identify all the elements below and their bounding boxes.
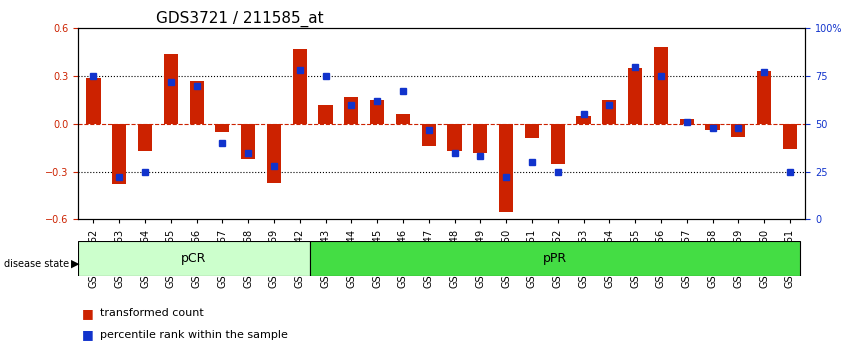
Bar [654,47,668,124]
Text: GDS3721 / 211585_at: GDS3721 / 211585_at [156,11,324,27]
Bar [731,124,746,137]
Text: pCR: pCR [181,252,207,265]
FancyBboxPatch shape [78,241,310,276]
Bar [783,124,797,149]
Bar [370,100,385,124]
Bar [293,49,307,124]
Bar [87,78,100,124]
Bar [757,71,772,124]
Bar [112,124,126,184]
Bar [680,119,694,124]
Bar [473,124,488,153]
Bar [345,97,359,124]
Bar [190,81,204,124]
Text: transformed count: transformed count [100,308,204,318]
Bar [241,124,255,159]
Bar [525,124,539,138]
Bar [628,68,643,124]
Bar [422,124,436,146]
Bar [602,100,617,124]
Bar [551,124,565,164]
Text: pPR: pPR [543,252,567,265]
Text: percentile rank within the sample: percentile rank within the sample [100,330,288,339]
Text: ■: ■ [82,307,94,320]
Text: ▶: ▶ [71,259,80,269]
Bar [577,116,591,124]
Bar [319,105,333,124]
Bar [138,124,152,151]
Bar [164,54,178,124]
Text: ■: ■ [82,328,94,341]
Text: disease state: disease state [4,259,69,269]
FancyBboxPatch shape [310,241,800,276]
Bar [499,124,514,211]
Bar [448,124,462,151]
Bar [396,114,410,124]
Bar [267,124,281,183]
Bar [706,124,720,130]
Bar [216,124,229,132]
